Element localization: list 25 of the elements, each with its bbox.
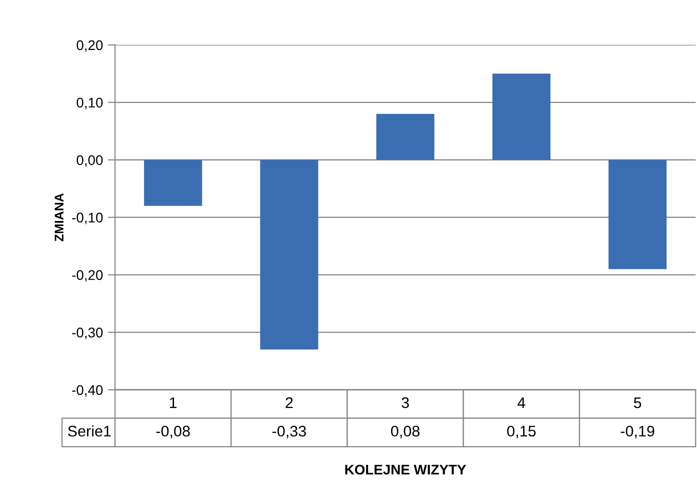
y-tick-label: -0,20	[72, 270, 103, 282]
data-label: -0,08	[156, 426, 190, 438]
x-tick-label: 1	[170, 397, 177, 408]
bar	[492, 74, 550, 160]
bar	[376, 114, 434, 160]
data-label: 0,08	[391, 426, 420, 438]
y-tick-label: -0,10	[72, 212, 103, 224]
text: Serie1	[68, 425, 111, 437]
y-tick-label: 0,10	[76, 98, 103, 110]
x-axis-title: KOLEJNE WIZYTY	[345, 464, 466, 475]
y-axis-title: ZMIANA	[54, 193, 64, 242]
data-label: -0,33	[272, 426, 306, 438]
data-label: -0,19	[620, 426, 654, 438]
y-tick-label: -0,30	[72, 328, 103, 340]
x-tick-label: 3	[402, 397, 409, 408]
x-tick-label: 4	[518, 397, 526, 408]
x-tick-label: 5	[634, 397, 642, 408]
data-label: 0,15	[507, 426, 536, 438]
bar	[144, 160, 202, 206]
x-tick-label: 2	[286, 397, 293, 408]
y-tick-label: 0,20	[76, 40, 103, 52]
bar	[260, 160, 318, 350]
y-tick-label: 0,00	[76, 155, 103, 167]
y-tick-label: -0,40	[72, 385, 103, 397]
bar	[608, 160, 667, 270]
